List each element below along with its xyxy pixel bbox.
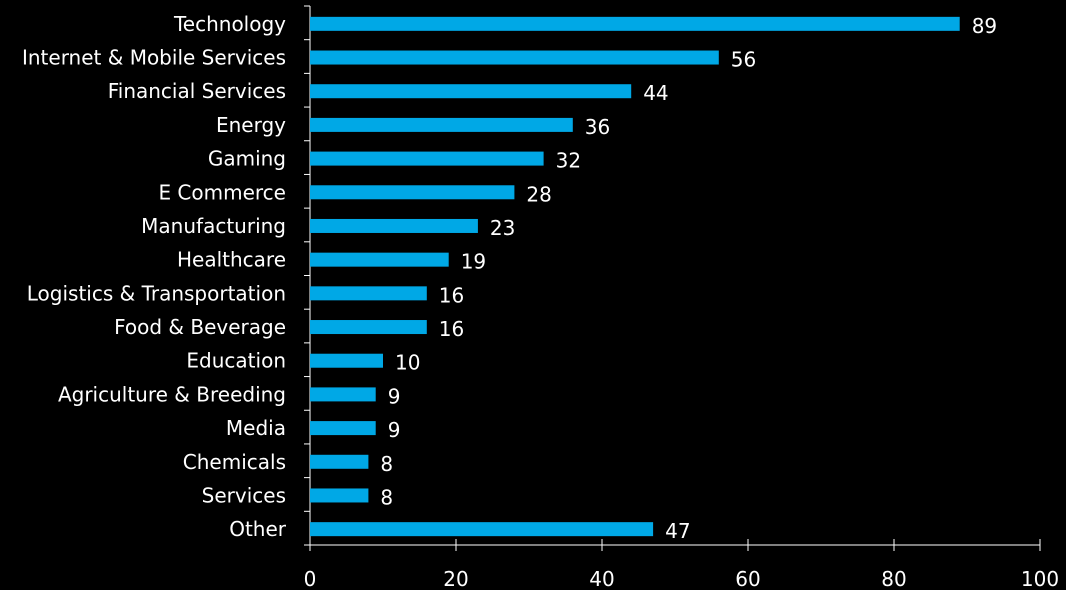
category-label: Logistics & Transportation: [27, 281, 286, 305]
value-label: 9: [388, 384, 401, 408]
bar: [310, 387, 376, 402]
value-label: 10: [395, 351, 420, 375]
bar: [310, 286, 427, 301]
bar: [310, 421, 376, 436]
bar: [310, 117, 573, 132]
category-label: Manufacturing: [141, 214, 286, 238]
value-label: 8: [380, 452, 393, 476]
category-label: Gaming: [208, 147, 286, 171]
value-label: 16: [439, 317, 464, 341]
category-label: Media: [226, 416, 286, 440]
value-label: 28: [526, 182, 551, 206]
value-label: 16: [439, 283, 464, 307]
category-label: Energy: [216, 113, 286, 137]
category-label: Technology: [173, 12, 286, 36]
bar: [310, 320, 427, 335]
bar: [310, 522, 654, 537]
category-label: Services: [202, 483, 286, 507]
bar: [310, 50, 719, 65]
x-tick-label: 60: [735, 567, 760, 590]
category-label: Food & Beverage: [114, 315, 286, 339]
bar: [310, 252, 449, 267]
bar: [310, 488, 369, 503]
x-axis-ticks: 0 20 40 60 80 100: [304, 539, 1059, 590]
bar: [310, 151, 544, 166]
category-label: Chemicals: [183, 450, 286, 474]
bar: [310, 218, 478, 233]
x-tick-label: 0: [304, 567, 317, 590]
x-tick-label: 100: [1021, 567, 1059, 590]
value-label: 44: [643, 81, 668, 105]
category-label: Financial Services: [108, 79, 286, 103]
category-label: Healthcare: [177, 248, 286, 272]
value-label: 23: [490, 216, 515, 240]
category-label: Education: [186, 349, 286, 373]
value-label: 47: [665, 519, 690, 543]
category-labels: Technology Internet & Mobile Services Fina…: [22, 12, 287, 541]
category-label: E Commerce: [158, 180, 286, 204]
value-label: 36: [585, 115, 610, 139]
bars: [310, 16, 960, 537]
category-label: Internet & Mobile Services: [22, 46, 286, 70]
x-tick-label: 40: [589, 567, 614, 590]
value-label: 32: [556, 149, 581, 173]
value-label: 56: [731, 48, 756, 72]
bar: [310, 84, 632, 99]
x-tick-label: 80: [881, 567, 906, 590]
value-label: 9: [388, 418, 401, 442]
bar: [310, 16, 960, 31]
category-label: Other: [229, 517, 287, 541]
bar: [310, 353, 383, 368]
value-label: 8: [380, 485, 393, 509]
value-label: 89: [972, 14, 997, 38]
y-axis-ticks: [304, 5, 310, 546]
category-label: Agriculture & Breeding: [58, 382, 286, 406]
bar: [310, 185, 515, 200]
bar: [310, 454, 369, 469]
x-tick-label: 20: [443, 567, 468, 590]
value-label: 19: [461, 250, 486, 274]
